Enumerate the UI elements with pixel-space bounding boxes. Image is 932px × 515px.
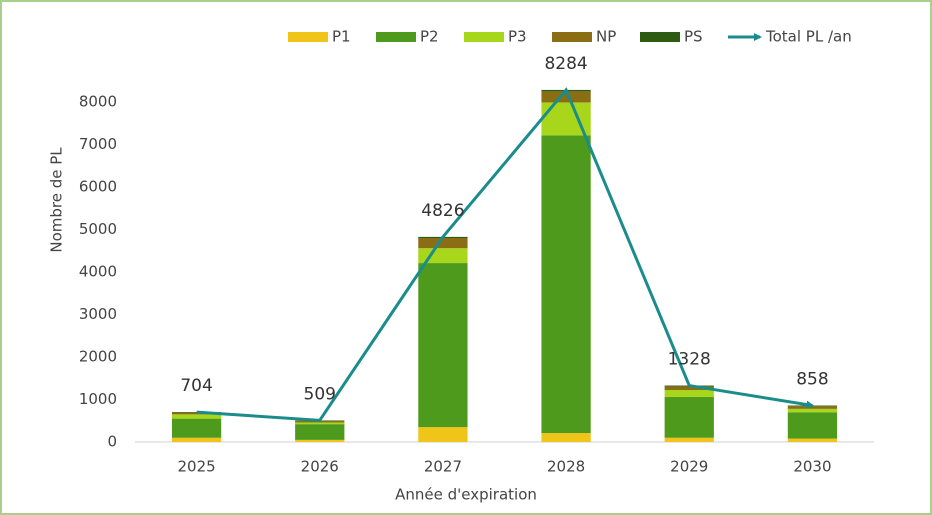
x-tick-label: 2025 xyxy=(177,458,215,476)
x-tick-label: 2030 xyxy=(793,458,831,476)
bar-segment xyxy=(418,263,468,428)
legend-label: Total PL /an xyxy=(765,28,852,46)
legend-swatch xyxy=(640,32,680,42)
legend-label: NP xyxy=(596,28,616,46)
y-tick-label: 7000 xyxy=(79,135,117,153)
y-tick-label: 4000 xyxy=(79,263,117,281)
bar-segment xyxy=(664,386,714,391)
bar-segment xyxy=(787,438,838,442)
x-tick-label: 2027 xyxy=(424,458,462,476)
legend-swatch xyxy=(464,32,504,42)
bar-segment xyxy=(418,248,468,264)
data-label: 858 xyxy=(796,370,828,390)
legend-swatch xyxy=(288,32,328,42)
data-label: 8284 xyxy=(544,54,587,74)
data-label: 509 xyxy=(304,384,336,404)
legend-label: P2 xyxy=(420,28,439,46)
y-tick-label: 3000 xyxy=(79,305,117,323)
bar-segment xyxy=(295,439,345,442)
bar-segment xyxy=(541,135,591,434)
y-tick-label: 0 xyxy=(107,433,117,451)
y-tick-label: 1000 xyxy=(79,390,117,408)
bar-segment xyxy=(171,418,222,438)
bar-segment xyxy=(541,433,591,442)
total-line xyxy=(196,87,815,422)
y-tick-label: 8000 xyxy=(79,93,117,111)
bar-segment xyxy=(787,406,838,409)
y-tick-label: 2000 xyxy=(79,348,117,366)
x-tick-label: 2029 xyxy=(670,458,708,476)
data-label: 1328 xyxy=(668,350,711,370)
data-label: 4826 xyxy=(421,201,464,221)
legend-swatch xyxy=(552,32,592,42)
bar-segment xyxy=(787,412,838,439)
y-axis-title: Nombre de PL xyxy=(48,147,66,253)
legend-label: P3 xyxy=(508,28,527,46)
bar-segment xyxy=(787,408,838,413)
bar-segment xyxy=(418,238,468,249)
bar-segment xyxy=(418,427,468,442)
bar-segment xyxy=(787,405,838,407)
bar-segment xyxy=(295,422,345,425)
bar-segment xyxy=(171,437,222,442)
bar-segment xyxy=(664,437,714,442)
x-axis-title: Année d'expiration xyxy=(395,486,537,504)
bar-segment xyxy=(541,91,591,103)
x-tick-label: 2028 xyxy=(547,458,585,476)
legend-swatch xyxy=(376,32,416,42)
y-tick-label: 5000 xyxy=(79,220,117,238)
legend-label: PS xyxy=(684,28,703,46)
bar-segment xyxy=(664,397,714,438)
y-tick-label: 6000 xyxy=(79,178,117,196)
x-tick-label: 2026 xyxy=(301,458,339,476)
legend-label: P1 xyxy=(332,28,351,46)
bar-segment xyxy=(664,390,714,398)
data-label: 704 xyxy=(180,376,212,396)
bar-segment xyxy=(295,424,345,440)
bar-segment xyxy=(171,414,222,419)
